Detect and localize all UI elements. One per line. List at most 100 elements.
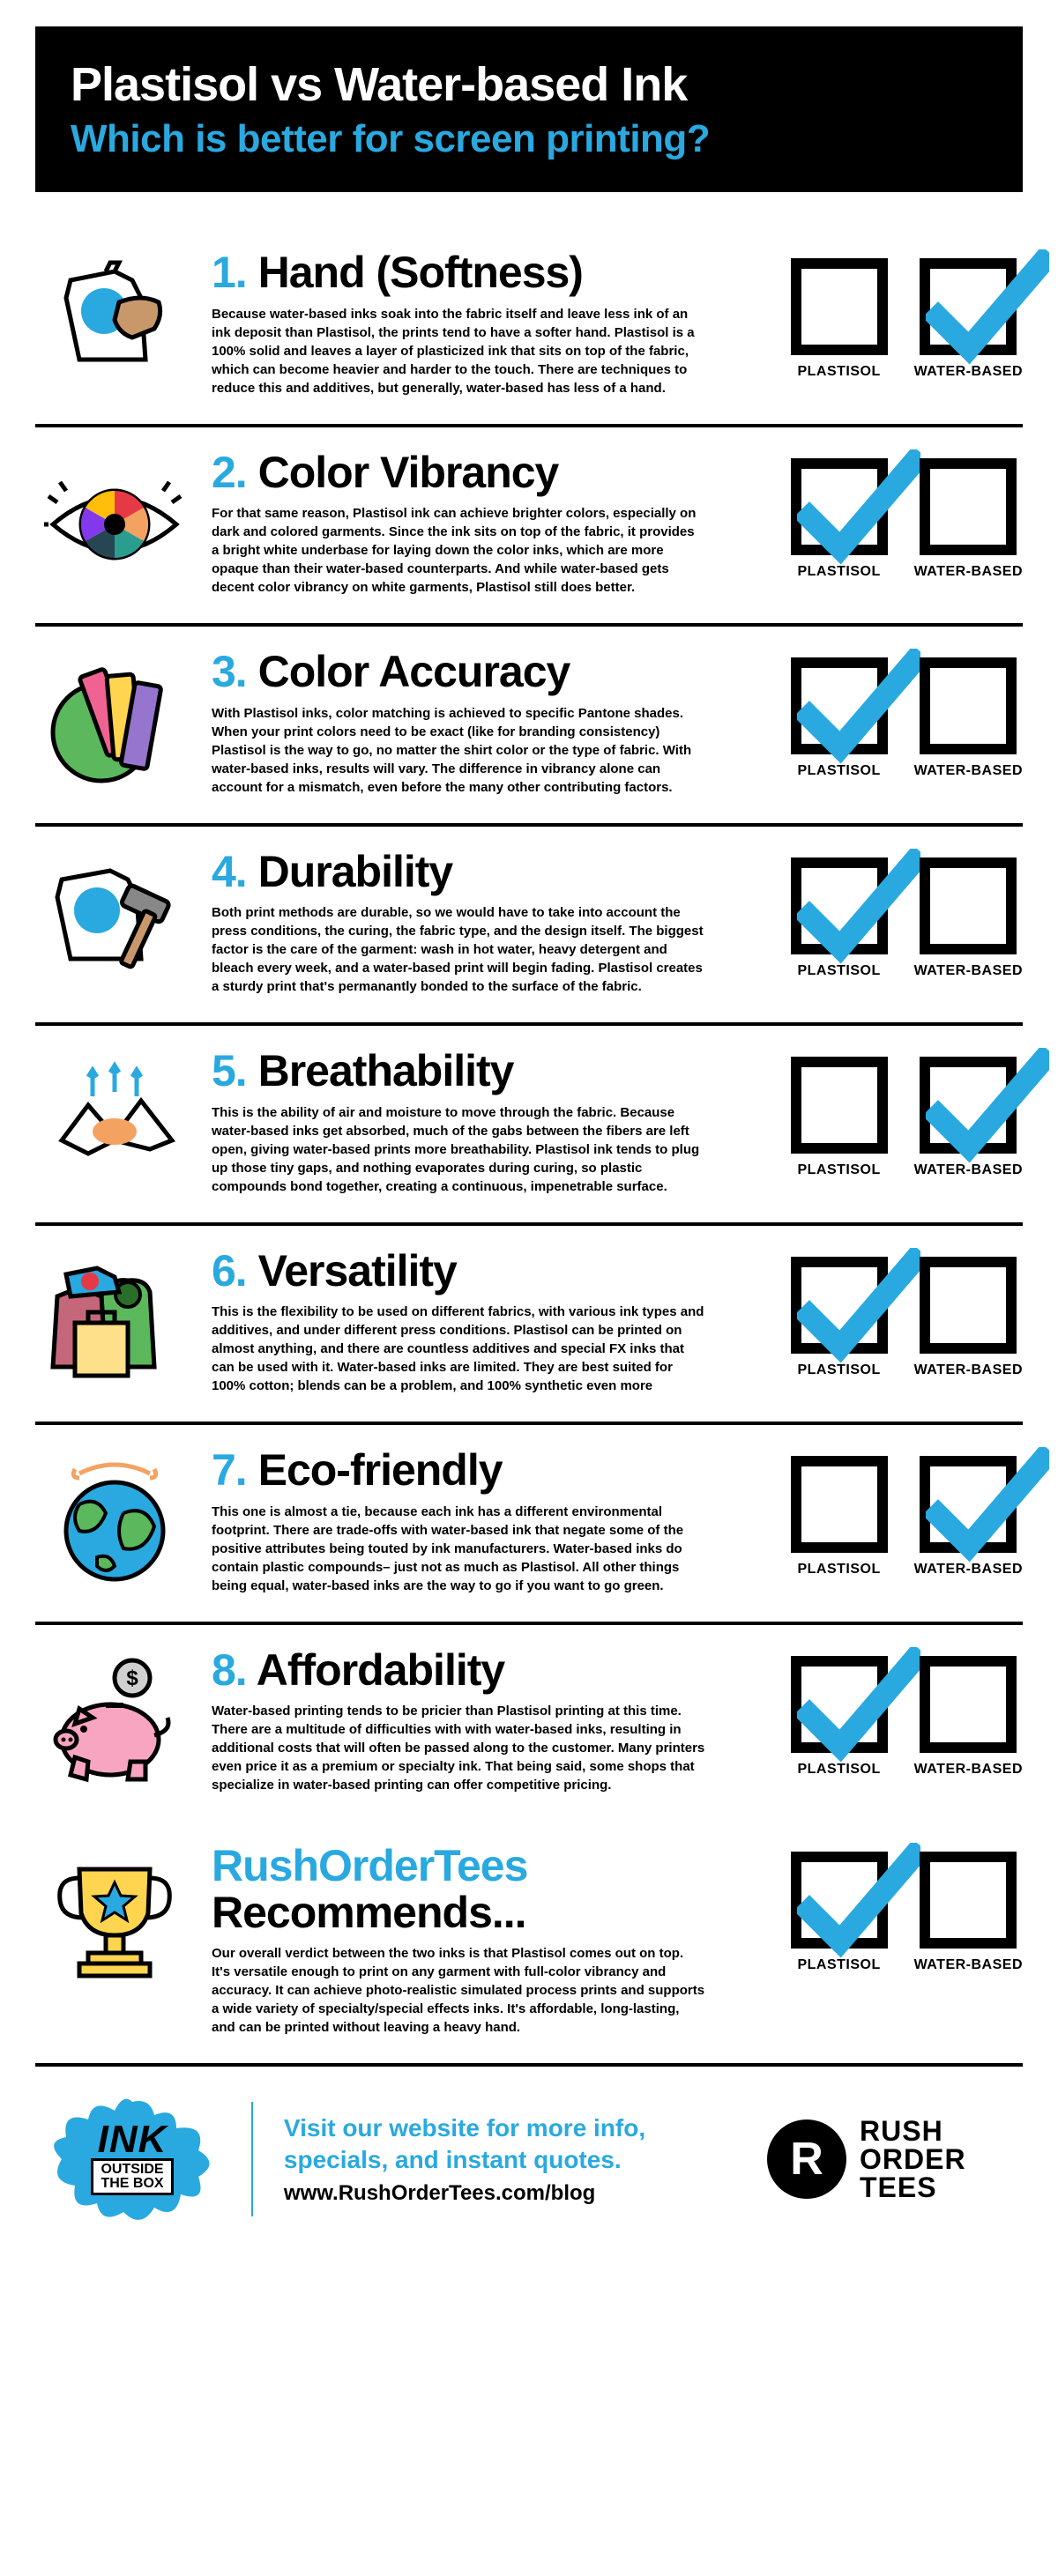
section-body: This one is almost a tie, because each i… [212, 1503, 705, 1595]
checkbox-icon [791, 258, 888, 355]
section-title: 6. Versatility [212, 1248, 714, 1295]
check-right: WATER-BASED [914, 1057, 1023, 1178]
check-label: PLASTISOL [797, 1957, 880, 1973]
check-right: WATER-BASED [914, 1257, 1023, 1378]
checkmark-icon [797, 449, 920, 573]
check-left: PLASTISOL [791, 1257, 888, 1378]
checkbox-icon [791, 1057, 888, 1154]
hammer-icon [35, 849, 194, 994]
checkbox-icon [920, 1656, 1017, 1753]
checkbox-icon [920, 857, 1017, 954]
checkbox-icon [920, 458, 1017, 555]
checks: PLASTISOL WATER-BASED [732, 1048, 1023, 1178]
checkmark-icon [797, 1248, 920, 1371]
check-left: PLASTISOL [791, 258, 888, 380]
check-right: WATER-BASED [914, 1456, 1023, 1578]
check-left: PLASTISOL [791, 1456, 888, 1578]
header-title: Plastisol vs Water-based Ink [71, 57, 987, 112]
check-left: PLASTISOL [791, 657, 888, 779]
brand-logo-mark: R [767, 2119, 846, 2199]
checks: PLASTISOL WATER-BASED [732, 1447, 1023, 1578]
section-title: 1. Hand (Softness) [212, 249, 714, 296]
checkmark-icon [926, 1048, 1049, 1171]
section-2: 2. Color Vibrancy For that same reason, … [35, 427, 1023, 627]
footer-url: www.RushOrderTees.com/blog [284, 2181, 736, 2206]
clothes-icon [35, 1248, 194, 1393]
section-body: Because water-based inks soak into the f… [212, 305, 705, 397]
hand-icon [35, 249, 194, 395]
check-label: PLASTISOL [797, 1762, 880, 1778]
check-label: PLASTISOL [797, 1162, 880, 1178]
section-body: This is the flexibility to be used on di… [212, 1303, 705, 1395]
check-label: PLASTISOL [797, 564, 880, 580]
checkbox-icon [791, 1257, 888, 1354]
checks: PLASTISOL WATER-BASED [732, 1248, 1023, 1378]
section-title: 7. Eco-friendly [212, 1447, 714, 1494]
checkbox-icon [791, 657, 888, 754]
check-label: PLASTISOL [797, 1562, 880, 1578]
check-label: PLASTISOL [797, 763, 880, 779]
check-label: PLASTISOL [797, 364, 880, 380]
earth-icon [35, 1447, 194, 1592]
check-right: WATER-BASED [914, 1656, 1023, 1778]
check-label: PLASTISOL [797, 963, 880, 979]
checkmark-icon [926, 249, 1049, 373]
check-label: PLASTISOL [797, 1362, 880, 1378]
check-right: WATER-BASED [914, 258, 1023, 380]
section-body: With Plastisol inks, color matching is a… [212, 704, 705, 797]
checkbox-icon [791, 1456, 888, 1553]
section-5: 5. Breathability This is the ability of … [35, 1026, 1023, 1226]
footer-divider [251, 2102, 253, 2216]
check-right: WATER-BASED [914, 657, 1023, 779]
check-left: PLASTISOL [791, 1656, 888, 1778]
section-title: 4. Durability [212, 849, 714, 895]
footer-cta: Visit our website for more info, special… [284, 2112, 736, 2177]
section-body: Water-based printing tends to be pricier… [212, 1702, 705, 1794]
check-label: WATER-BASED [914, 1162, 1023, 1178]
checkmark-icon [797, 1647, 920, 1771]
section-body: This is the ability of air and moisture … [212, 1103, 705, 1196]
check-left: PLASTISOL [791, 458, 888, 580]
check-right: WATER-BASED [914, 1852, 1023, 1973]
checks: PLASTISOL WATER-BASED [732, 1647, 1023, 1778]
checkbox-icon [791, 857, 888, 954]
footer: INK OUTSIDE THE BOX Visit our website fo… [35, 2067, 1023, 2234]
section-8: 8. Affordability Water-based printing te… [35, 1625, 1023, 1822]
checks: PLASTISOL WATER-BASED [732, 249, 1023, 380]
section-title: 2. Color Vibrancy [212, 449, 714, 496]
checkmark-icon [926, 1447, 1049, 1570]
check-left: PLASTISOL [791, 857, 888, 979]
checkbox-icon [920, 1257, 1017, 1354]
check-left: PLASTISOL [791, 1057, 888, 1178]
swatch-icon [35, 649, 194, 794]
section-1: 1. Hand (Softness) Because water-based i… [35, 227, 1023, 427]
section-3: 3. Color Accuracy With Plastisol inks, c… [35, 627, 1023, 827]
brand-logo-text: RUSH ORDER TEES [860, 2117, 966, 2201]
header-subtitle: Which is better for screen printing? [71, 117, 987, 161]
section-title: 5. Breathability [212, 1048, 714, 1095]
check-label: WATER-BASED [914, 763, 1023, 779]
check-label: WATER-BASED [914, 1762, 1023, 1778]
check-label: WATER-BASED [914, 1562, 1023, 1578]
checkbox-icon [791, 458, 888, 555]
checkbox-icon [791, 1852, 888, 1949]
checks: PLASTISOL WATER-BASED [732, 649, 1023, 779]
section-title: 3. Color Accuracy [212, 649, 714, 695]
section-body: Both print methods are durable, so we wo… [212, 903, 705, 996]
checkbox-icon [920, 657, 1017, 754]
section-body: For that same reason, Plastisol ink can … [212, 504, 705, 597]
trophy-icon [35, 1843, 194, 1988]
section-4: 4. Durability Both print methods are dur… [35, 827, 1023, 1027]
checks: PLASTISOL WATER-BASED [732, 849, 1023, 979]
check-label: WATER-BASED [914, 364, 1023, 380]
check-label: WATER-BASED [914, 963, 1023, 979]
check-label: WATER-BASED [914, 1362, 1023, 1378]
checkmark-icon [797, 649, 920, 772]
check-left: PLASTISOL [791, 1852, 888, 1973]
checkbox-icon [920, 258, 1017, 355]
checkbox-icon [920, 1456, 1017, 1553]
piggy-icon [35, 1647, 194, 1793]
recommend-body: Our overall verdict between the two inks… [212, 1944, 705, 2037]
check-right: WATER-BASED [914, 458, 1023, 580]
breath-icon [35, 1048, 194, 1193]
